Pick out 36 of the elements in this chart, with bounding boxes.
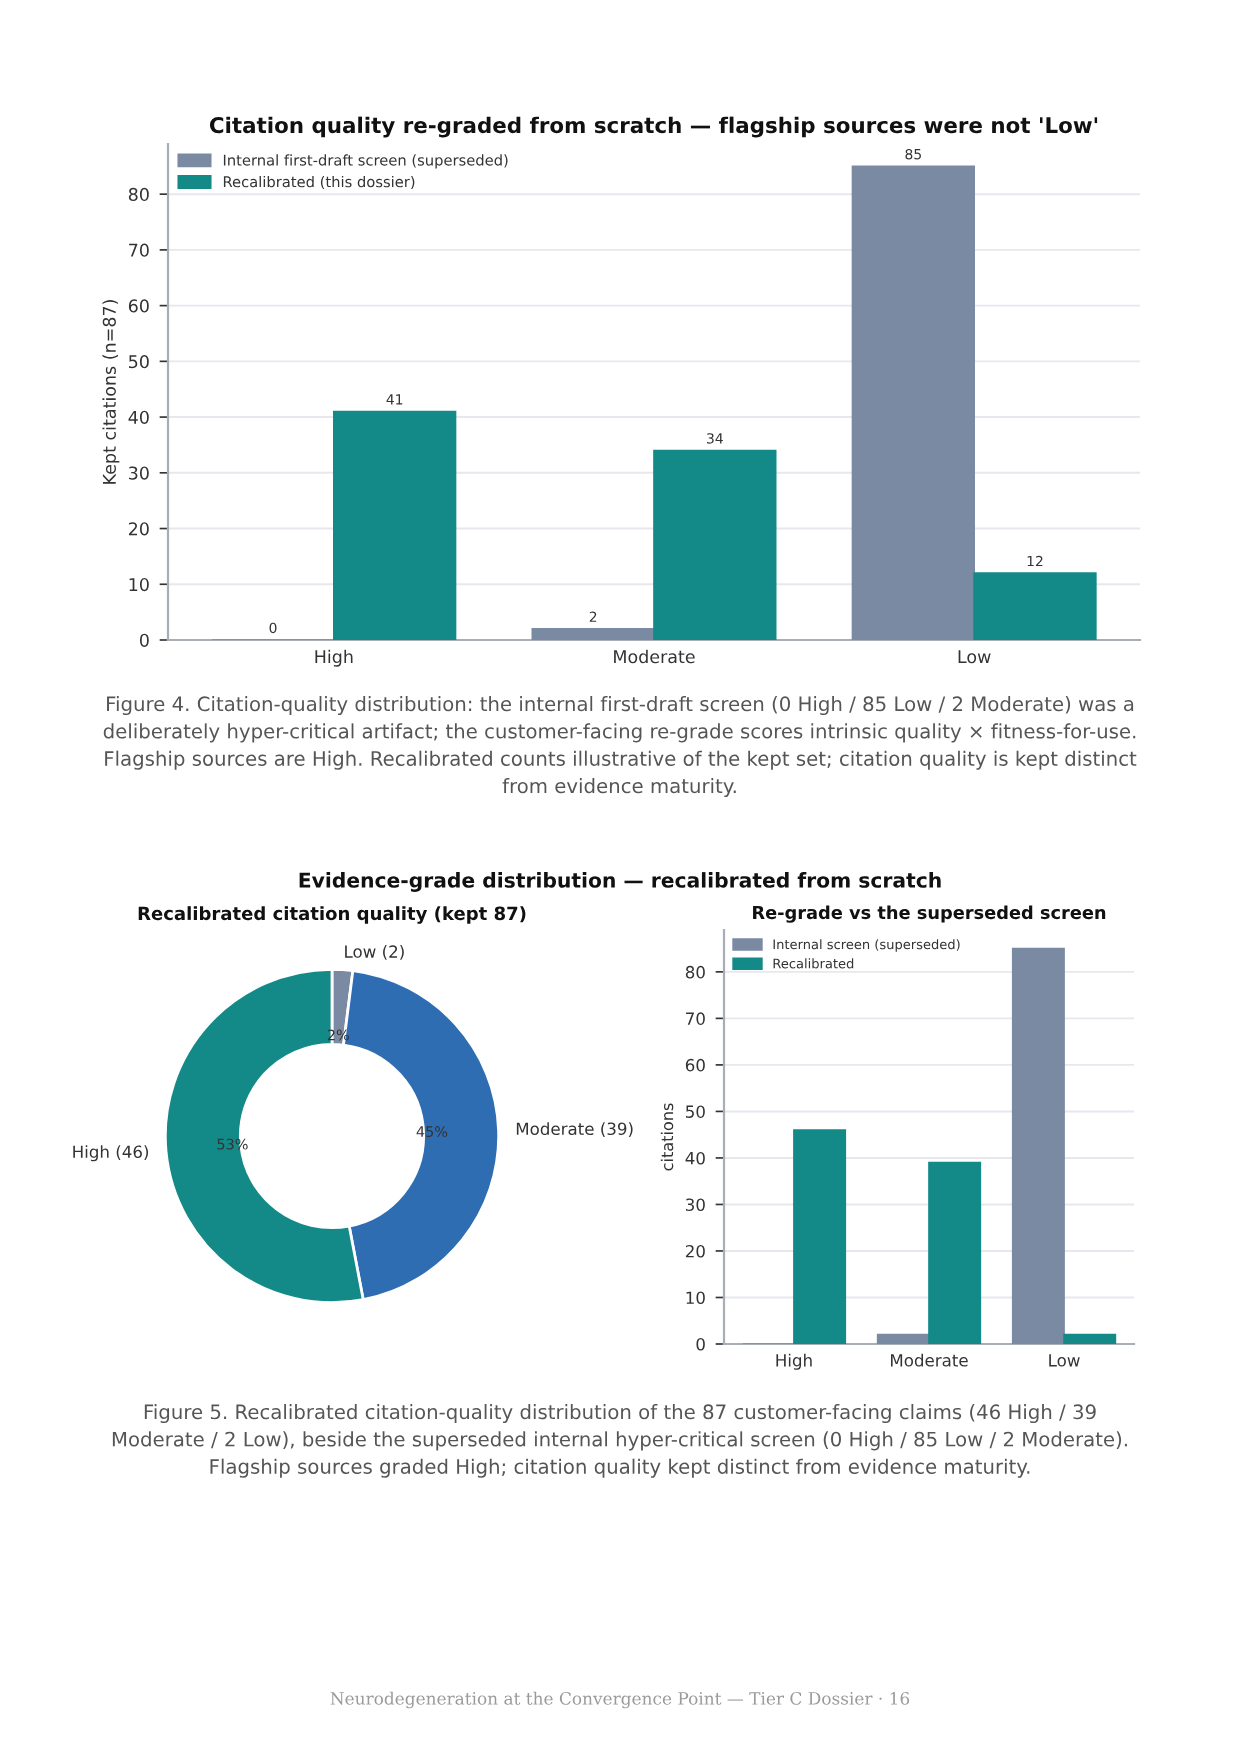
y-tick-label: 40 [685, 1151, 705, 1165]
slice-label: Low (2) [345, 944, 404, 960]
y-tick-label: 50 [129, 355, 149, 369]
x-tick-label: Moderate [891, 1353, 968, 1367]
y-tick-label: 0 [139, 633, 149, 647]
y-tick-label: 70 [129, 243, 149, 257]
y-tick-label: 60 [128, 299, 149, 313]
y-axis-title: citations [660, 1103, 674, 1171]
y-tick-label: 40 [128, 410, 149, 424]
y-tick-label: 30 [686, 1198, 705, 1212]
caption: Figure 5. Recalibrated citation-quality distribution of the 87 customer-facing claims (46 High / 39 Moderate / 2 Low), beside the superseded internal hyper-critical screen (0 High / 85 Low / 2 Moderate). Flagship sources graded High; citation quality kept distinct from evidence maturity. [112, 1404, 1127, 1478]
y-tick-label: 20 [128, 522, 149, 536]
x-tick-label: Low [1049, 1354, 1080, 1367]
chart-title: Re-grade vs the superseded screen [753, 905, 1106, 923]
y-tick-label: 60 [685, 1058, 705, 1072]
y-tick-label: 80 [128, 187, 149, 202]
slice-label: High (46) [73, 1145, 149, 1162]
y-tick-label: 10 [686, 1291, 705, 1305]
y-tick-label: 80 [685, 965, 705, 979]
x-tick-label: Low [958, 650, 991, 664]
y-axis-title: Kept citations (n=87) [102, 300, 120, 484]
y-tick-label: 20 [685, 1244, 705, 1258]
caption: Figure 4. Citation-quality distribution: the internal first-draft screen (0 High / 85 Low / 2 Moderate) was a deliberately hyper-critical artifact; the customer-facing re-grade scores intrinsic quality × fitness-for-use. Flagship sources are High. Recalibrated counts illustrative of the kept set; citation quality is kept distinct from evidence maturity. [103, 696, 1137, 798]
x-tick-label: High [776, 1353, 812, 1370]
chart-title: Recalibrated citation quality (kept 87) [138, 906, 526, 924]
text: Neurodegeneration at the Convergence Point — Tier C Dossier · 16 [330, 1691, 910, 1709]
y-tick-label: 30 [129, 466, 149, 480]
y-tick-label: 0 [696, 1337, 705, 1351]
y-tick-label: 50 [686, 1105, 705, 1118]
y-tick-label: 10 [129, 577, 149, 592]
chart-title: Citation quality re-graded from scratch — flagship sources were not 'Low' [209, 116, 1098, 138]
x-tick-label: Moderate [614, 649, 695, 664]
slice-label: Moderate (39) [516, 1122, 633, 1138]
x-tick-label: High [315, 649, 353, 667]
text: Evidence-grade distribution — recalibrated from scratch [299, 872, 941, 892]
y-tick-label: 70 [686, 1012, 705, 1025]
